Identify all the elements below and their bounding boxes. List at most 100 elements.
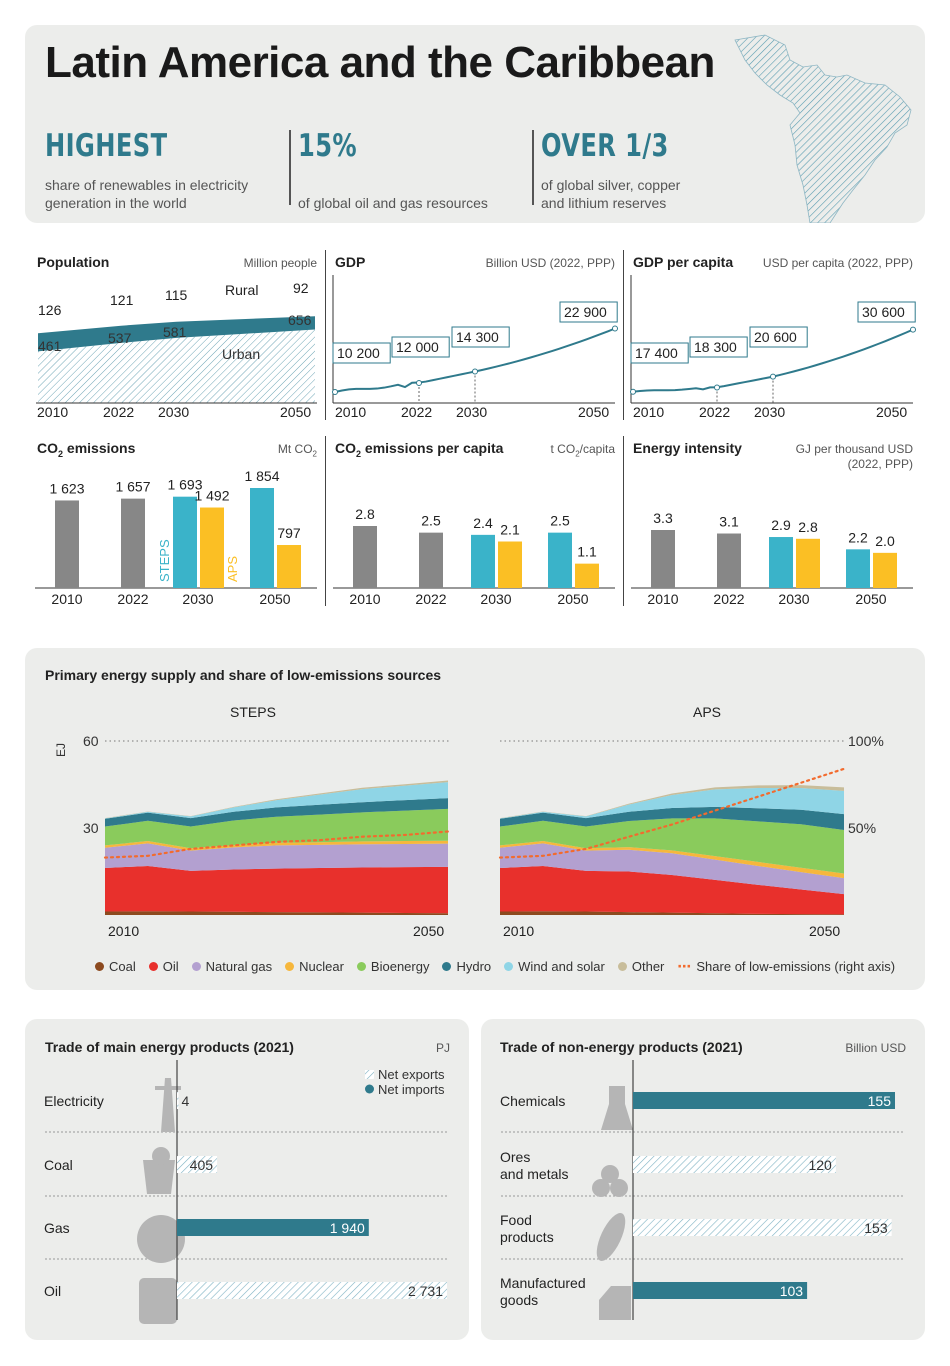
legend-label: Net exports <box>378 1067 445 1082</box>
x-tick-label: 2022 <box>699 404 730 420</box>
stat-value: HIGHEST <box>45 128 168 164</box>
legend-label: Wind and solar <box>518 959 605 974</box>
category-label: Gas <box>44 1220 70 1236</box>
electricity-pylon-icon <box>155 1078 181 1132</box>
stat-desc-line: share of renewables in electricity <box>45 177 249 193</box>
urban-area <box>38 329 315 403</box>
value-label-box <box>630 342 689 364</box>
title-part: CO <box>37 440 58 456</box>
value-label: 10 200 <box>337 345 380 361</box>
share-low-emissions-line <box>498 767 846 859</box>
x-tick-label: 2010 <box>37 404 68 420</box>
population-title: Population <box>37 254 110 270</box>
area-coal <box>105 911 448 915</box>
rural-value-label: 126 <box>38 302 62 318</box>
car-icon <box>599 1286 631 1320</box>
bar-value-label: 1 854 <box>244 468 279 484</box>
population-chart: 126 121 115 92 461 537 581 656 Rural Urban 2010 202… <box>36 280 317 420</box>
rural-value-label: 115 <box>165 287 188 303</box>
category-label: Manufactured <box>500 1275 586 1291</box>
gdp-title: GDP <box>335 254 366 270</box>
category-label: products <box>500 1229 554 1245</box>
bar-value-label: 2.8 <box>355 506 375 522</box>
bar-electricity <box>177 1092 179 1109</box>
legend-label: Share of low-emissions (right axis) <box>696 959 896 974</box>
value-label: 14 300 <box>456 329 499 345</box>
bar-value-label: 103 <box>780 1283 804 1299</box>
x-tick-label: 2010 <box>349 591 380 607</box>
ore-icon <box>601 1165 619 1183</box>
bar-value-label: 2.4 <box>473 515 493 531</box>
column-divider <box>325 436 326 606</box>
bar-value-label: 2.9 <box>771 517 791 533</box>
legend-swatch <box>285 962 295 971</box>
bar-value-label: 153 <box>864 1220 888 1236</box>
stat-minerals: OVER 1/3 of global silver, copper and li… <box>541 128 705 212</box>
gdp-per-capita-chart: 17 400 18 300 20 600 30 600 2010 2022 2030 2050 <box>630 275 916 420</box>
bar-value-label: 1 492 <box>194 488 229 504</box>
data-point <box>910 326 916 333</box>
energy-legend: Coal Oil Natural gas Nuclear Bioenergy Hydro W… <box>95 958 895 975</box>
bar-aps-2050 <box>873 552 897 588</box>
area-nuclear <box>105 840 448 851</box>
gdppc-title: GDP per capita <box>633 254 734 270</box>
legend-label: Nuclear <box>299 959 344 974</box>
legend-item: ⋯ Share of low-emissions (right axis) <box>677 958 895 975</box>
x-tick-label: 2050 <box>557 591 588 607</box>
x-tick-label: 2010 <box>51 591 82 607</box>
legend-swatch <box>617 962 627 971</box>
category-label: goods <box>500 1292 538 1308</box>
bar-value-label: 1 940 <box>330 1220 365 1236</box>
title-sub: 2 <box>356 448 362 459</box>
header-panel <box>25 25 925 223</box>
x-tick-label: 2050 <box>578 404 609 420</box>
urban-value-label: 581 <box>163 324 187 340</box>
value-label-box <box>689 336 748 358</box>
legend-label: Natural gas <box>205 959 273 974</box>
area-bioenergy <box>105 808 448 849</box>
data-point <box>332 389 338 395</box>
bar-2022 <box>121 498 145 588</box>
bar-coal <box>177 1156 218 1173</box>
data-point <box>770 373 776 380</box>
column-divider <box>623 436 624 606</box>
co2-title: CO2 emissions <box>37 440 135 459</box>
stat-description: of global oil and gas resources <box>298 176 488 212</box>
gdp-unit: Billion USD (2022, PPP) <box>485 256 615 270</box>
data-point <box>416 380 422 386</box>
scenario-label: APS <box>693 704 721 720</box>
legend-label: Bioenergy <box>370 959 430 974</box>
bar-manufactured-goods <box>633 1282 808 1299</box>
data-point <box>472 368 478 375</box>
value-label: 20 600 <box>754 329 797 345</box>
bar-oil <box>177 1282 447 1299</box>
unit-sub: 2 <box>575 449 580 459</box>
x-tick-label: 2030 <box>778 591 809 607</box>
area-other <box>105 780 448 819</box>
x-tick-label: 2050 <box>413 923 444 939</box>
co2pc-title: CO2 emissions per capita <box>335 440 503 459</box>
area-hydro <box>500 806 844 831</box>
x-tick-label: 2010 <box>503 923 534 939</box>
value-label: 30 600 <box>862 304 905 320</box>
category-label: Chemicals <box>500 1093 565 1109</box>
stat-desc-line: and lithium reserves <box>541 195 667 211</box>
bar-steps-2050 <box>548 532 572 588</box>
legend-label: Hydro <box>456 959 492 974</box>
bar-steps-2030 <box>769 537 793 588</box>
co2-unit: Mt CO2 <box>240 442 317 458</box>
stat-description: of global silver, copper and lithium res… <box>541 176 705 212</box>
coal-lump-icon <box>152 1147 170 1165</box>
bar-value-label: 405 <box>190 1157 214 1173</box>
map-icon <box>734 34 912 223</box>
soybean-icon <box>596 1213 626 1261</box>
data-point <box>714 384 720 391</box>
bar-steps-2030 <box>173 496 197 588</box>
value-label: 12 000 <box>396 339 439 355</box>
legend-item: Other <box>617 958 664 975</box>
urban-value-label: 537 <box>108 330 132 346</box>
bar-value-label: 1 693 <box>167 477 202 493</box>
bar-value-label: 1 623 <box>49 480 84 496</box>
stat-value: OVER 1/3 <box>541 128 669 164</box>
